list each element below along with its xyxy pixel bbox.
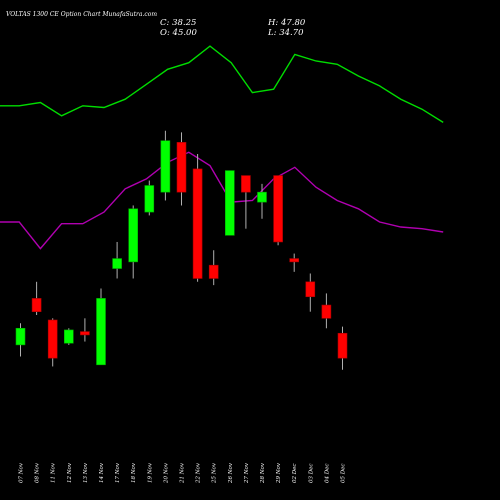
candle-up xyxy=(144,185,155,213)
candle-up xyxy=(225,170,235,236)
candle-down xyxy=(241,175,251,193)
candle-up xyxy=(257,191,267,203)
candle-down xyxy=(337,332,348,359)
candle-up xyxy=(96,298,106,366)
high-label: H: 47.80 xyxy=(268,18,306,28)
candle-down xyxy=(289,258,300,263)
x-tick-label: 27 Nov xyxy=(244,462,250,484)
low-label: L: 34.70 xyxy=(268,28,304,38)
overlay-line-1 xyxy=(0,45,444,123)
close-label: C: 38.25 xyxy=(160,18,197,28)
x-tick-label: 02 Dec xyxy=(292,464,298,484)
x-tick-label: 04 Dec xyxy=(324,464,330,484)
x-tick-label: 21 Nov xyxy=(180,462,186,484)
x-tick-label: 12 Nov xyxy=(67,462,73,483)
candle-down xyxy=(176,142,187,193)
candle-down xyxy=(47,319,58,359)
x-tick-label: 26 Nov xyxy=(228,462,234,484)
candle-down xyxy=(192,168,203,279)
x-tick-label: 08 Nov xyxy=(35,462,41,483)
chart-title: VOLTAS 1300 CE Option Chart MunafaSutra.… xyxy=(6,11,158,18)
overlay-line-2 xyxy=(0,151,444,250)
candle-down xyxy=(80,331,90,336)
x-tick-label: 20 Nov xyxy=(163,462,169,484)
candle-down xyxy=(208,264,219,279)
candle-down xyxy=(31,298,42,312)
x-tick-label: 05 Dec xyxy=(341,464,347,484)
x-tick-label: 29 Nov xyxy=(276,462,282,484)
x-tick-label: 22 Nov xyxy=(196,462,202,484)
candle-up xyxy=(160,140,171,193)
x-tick-label: 14 Nov xyxy=(99,462,105,483)
candle-down xyxy=(273,175,283,243)
candle-up xyxy=(112,258,122,269)
candle-up xyxy=(15,327,26,346)
x-tick-label: 11 Nov xyxy=(51,462,57,483)
x-tick-label: 03 Dec xyxy=(308,464,314,484)
candle-down xyxy=(305,281,316,298)
candle-up xyxy=(128,208,138,263)
x-tick-label: 17 Nov xyxy=(115,462,121,483)
x-tick-label: 18 Nov xyxy=(131,462,137,483)
x-tick-label: 19 Nov xyxy=(147,462,153,483)
x-tick-label: 28 Nov xyxy=(260,462,266,484)
candle-down xyxy=(321,304,332,319)
open-label: O: 45.00 xyxy=(160,28,197,38)
x-tick-label: 13 Nov xyxy=(83,462,89,483)
x-tick-label: 25 Nov xyxy=(212,462,218,484)
candle-up xyxy=(64,329,74,344)
x-tick-label: 07 Nov xyxy=(19,462,25,483)
